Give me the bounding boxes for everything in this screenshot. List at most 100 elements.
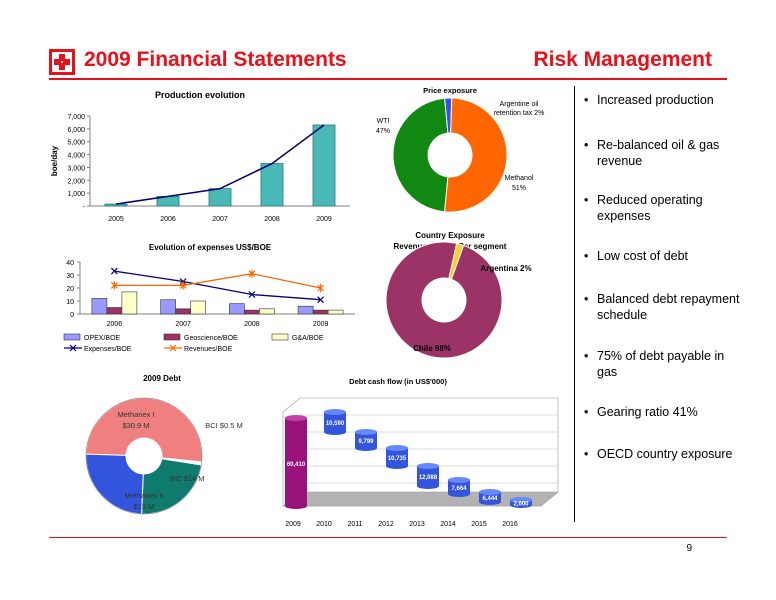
slice-label: IFC $14 M (169, 474, 204, 483)
data-point (179, 281, 187, 290)
legend-label: Revenues/BOE (184, 346, 233, 353)
y-tick-label: 40 (66, 260, 74, 267)
bar (244, 309, 260, 315)
x-tick-label: 2016 (502, 521, 518, 528)
bar (479, 492, 501, 502)
bar-top (324, 409, 346, 415)
bar (312, 124, 336, 207)
x-tick-label: 2007 (212, 216, 228, 223)
series-line (114, 270, 321, 301)
bar (208, 188, 232, 207)
bar (190, 300, 206, 315)
bar (160, 299, 176, 315)
legend-label: OPEX/BOE (84, 335, 121, 342)
data-label: 60,410 (287, 462, 306, 468)
x-tick-label: 2015 (471, 521, 487, 528)
bar (106, 307, 123, 315)
data-label: 9,799 (358, 439, 374, 445)
legend-label: Geoscience/BOE (184, 335, 238, 342)
y-tick-label: 4,000 (67, 153, 85, 160)
vertical-divider (574, 86, 575, 522)
slice-value-label: 47% (376, 128, 390, 135)
header-divider (49, 78, 727, 80)
legend-swatch (63, 333, 81, 341)
bar (355, 432, 377, 448)
bar-base (285, 503, 307, 509)
x-tick-label: 2010 (316, 521, 332, 528)
data-point (248, 269, 256, 278)
bar-top (510, 497, 532, 503)
x-tick-label: 2009 (285, 521, 301, 528)
x-tick-label: 2008 (244, 321, 260, 328)
bullet-item: 75% of debt payable in gas (582, 348, 747, 380)
x-tick-label: 2008 (264, 216, 280, 223)
page-title: 2009 Financial Statements (84, 48, 347, 71)
x-tick-label: 2005 (108, 216, 124, 223)
bullet-item: OECD country exposure (582, 446, 747, 462)
data-point (317, 296, 325, 304)
x-tick-label: 2009 (313, 321, 329, 328)
x-tick-label: 2013 (409, 521, 425, 528)
y-tick-label: 0 (70, 312, 74, 319)
y-tick-label: 3,000 (67, 165, 85, 172)
chart-title: Country Exposure (415, 231, 485, 240)
y-tick-label: 6,000 (67, 127, 85, 134)
bar-base (355, 445, 377, 451)
bar (259, 308, 275, 315)
x-tick-label: 2006 (107, 321, 123, 328)
pie-slice (85, 397, 203, 463)
slice-label: retention tax 2% (494, 110, 545, 117)
bullet-item: Reduced operating expenses (582, 192, 747, 224)
pie-outline (85, 397, 203, 515)
y-tick-label: 10 (66, 299, 74, 306)
data-label: 7,664 (451, 486, 467, 492)
bar (121, 291, 138, 315)
x-tick-label: 2011 (347, 521, 362, 528)
pie-slice (444, 97, 508, 213)
bar (417, 466, 439, 486)
x-tick-label: 2009 (316, 216, 332, 223)
data-point (110, 281, 118, 290)
chart-title: 2009 Debt (143, 374, 181, 383)
bullet-item: Low cost of debt (582, 248, 747, 264)
chart-title: Production evolution (155, 90, 245, 100)
data-label: 2,000 (513, 502, 529, 508)
x-tick-label: 2007 (175, 321, 191, 328)
chart-title: Debt cash flow (in US$'000) (349, 377, 447, 386)
series-line (115, 124, 325, 205)
slice-value-label: $15 M (134, 502, 155, 511)
slice-label: Methanex II (124, 491, 163, 500)
slice-value-label: 51% (512, 185, 526, 192)
legend-marker (69, 344, 77, 352)
chart-title: Evolution of expenses US$/BOE (149, 243, 272, 252)
data-point (317, 284, 325, 292)
bar (229, 303, 245, 315)
x-tick-label: 2006 (160, 216, 176, 223)
y-tick-label: 2,000 (67, 178, 85, 185)
y-tick-label: 7,000 (67, 114, 85, 121)
bar (297, 305, 314, 315)
y-tick-label: 1,000 (67, 191, 85, 198)
data-label: 12,088 (419, 475, 438, 481)
y-tick-label: 5,000 (67, 140, 85, 147)
bar-top (448, 477, 470, 483)
company-logo-icon (49, 49, 75, 75)
bullet-item: Gearing ratio 41% (582, 404, 747, 420)
data-label: 10,590 (326, 421, 345, 427)
bar-base (510, 502, 532, 508)
bar-base (479, 499, 501, 505)
slice-label: Argentina 2% (480, 264, 531, 273)
bar (260, 163, 284, 207)
y-tick-label: - (83, 204, 86, 211)
bullet-item: Increased production (582, 92, 747, 108)
bar-base (417, 483, 439, 489)
section-title: Risk Management (533, 48, 712, 71)
chart-title: Price exposure (423, 86, 477, 95)
data-label: 10,735 (388, 456, 407, 462)
footer-divider (49, 537, 727, 538)
y-axis-label: boe/day (50, 145, 59, 176)
data-label: 6,444 (482, 496, 498, 502)
pie-slice (392, 97, 449, 213)
data-point (110, 267, 118, 275)
slice-label: Methanex I (117, 410, 154, 419)
